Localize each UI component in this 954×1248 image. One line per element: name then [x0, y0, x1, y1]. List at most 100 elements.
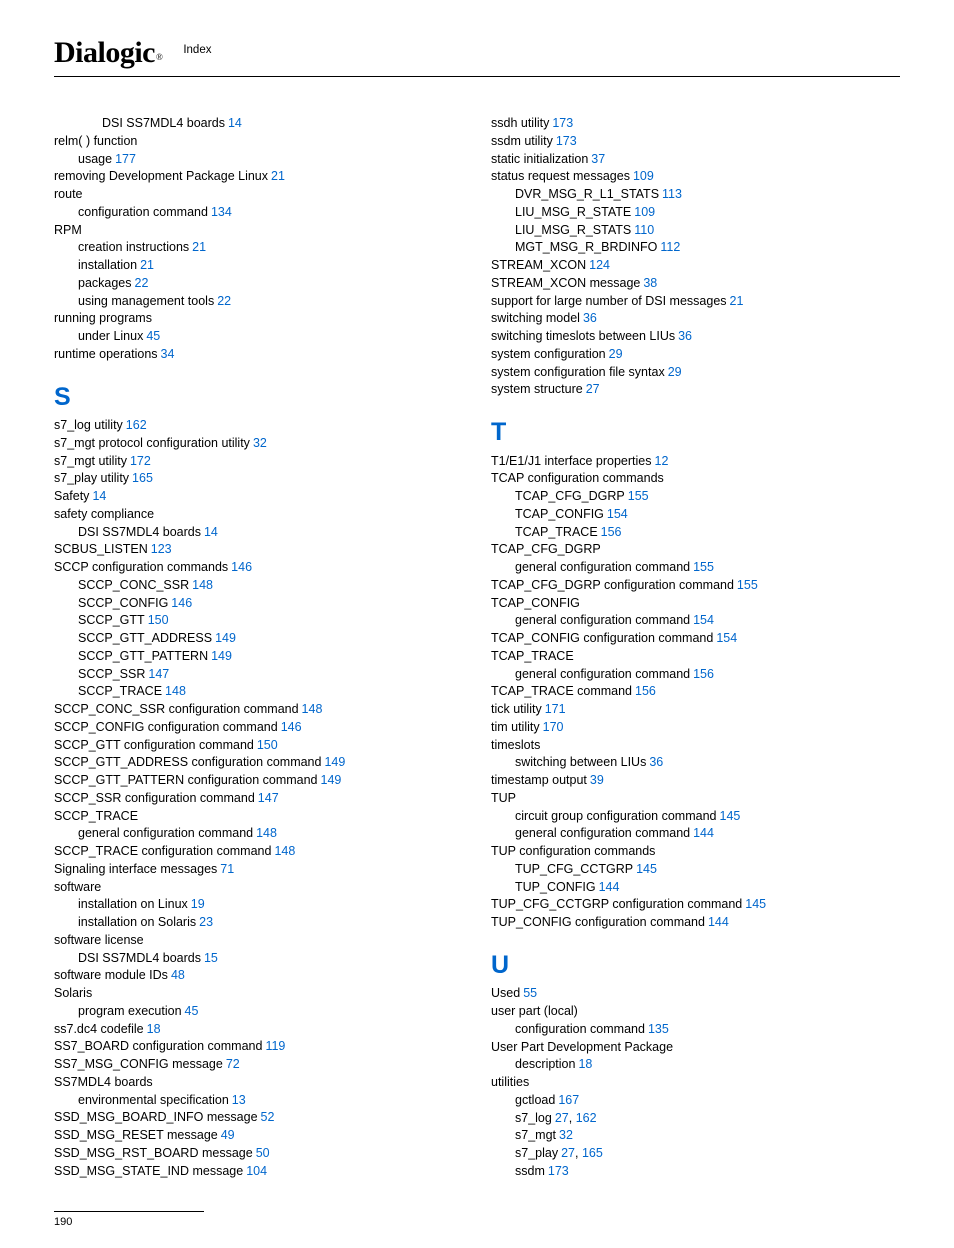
page-ref[interactable]: 148: [302, 702, 323, 716]
page-ref[interactable]: 112: [660, 240, 680, 254]
page-ref[interactable]: 146: [231, 560, 252, 574]
page-ref[interactable]: 167: [558, 1093, 579, 1107]
entry-text: relm( ) function: [54, 134, 137, 148]
page-ref[interactable]: 18: [578, 1057, 592, 1071]
page-ref[interactable]: 124: [589, 258, 610, 272]
page-ref[interactable]: 162: [126, 418, 147, 432]
page-ref[interactable]: 14: [204, 525, 218, 539]
page-ref[interactable]: 39: [590, 773, 604, 787]
page-ref[interactable]: 72: [226, 1057, 240, 1071]
page-ref[interactable]: 110: [634, 223, 654, 237]
page-ref[interactable]: 172: [130, 454, 151, 468]
entry-text: DSI SS7MDL4 boards: [102, 116, 225, 130]
page-ref[interactable]: 37: [591, 152, 605, 166]
entry-text: SSD_MSG_BOARD_INFO message: [54, 1110, 258, 1124]
page-ref[interactable]: 147: [258, 791, 279, 805]
page-ref[interactable]: 147: [148, 667, 169, 681]
page-ref[interactable]: 36: [583, 311, 597, 325]
page-ref[interactable]: 155: [737, 578, 758, 592]
page-ref[interactable]: 109: [634, 205, 655, 219]
page-ref[interactable]: 38: [643, 276, 657, 290]
page-ref[interactable]: 48: [171, 968, 185, 982]
page-ref[interactable]: 145: [745, 897, 766, 911]
page-ref[interactable]: 55: [523, 986, 537, 1000]
page-ref[interactable]: 22: [135, 276, 149, 290]
page-ref[interactable]: 146: [281, 720, 302, 734]
page-ref[interactable]: 21: [271, 169, 285, 183]
page-ref[interactable]: 21: [730, 294, 744, 308]
index-entry: gctload167: [491, 1092, 900, 1110]
page-ref[interactable]: 165: [582, 1146, 603, 1160]
page-ref[interactable]: 49: [221, 1128, 235, 1142]
page-ref[interactable]: 14: [228, 116, 242, 130]
page-ref[interactable]: 29: [609, 347, 623, 361]
page-ref[interactable]: 149: [321, 773, 342, 787]
page-ref[interactable]: 146: [171, 596, 192, 610]
page-ref[interactable]: 32: [253, 436, 267, 450]
page-ref[interactable]: 154: [607, 507, 628, 521]
page-ref[interactable]: 135: [648, 1022, 669, 1036]
page-ref[interactable]: 154: [716, 631, 737, 645]
page-ref[interactable]: 148: [256, 826, 277, 840]
page-ref[interactable]: 156: [635, 684, 656, 698]
page-ref[interactable]: 32: [559, 1128, 573, 1142]
entry-text: TCAP_TRACE: [515, 525, 598, 539]
page-ref[interactable]: 149: [324, 755, 345, 769]
page-ref[interactable]: 145: [720, 809, 741, 823]
page-ref[interactable]: 71: [220, 862, 234, 876]
page-ref[interactable]: 27: [561, 1146, 575, 1160]
page-ref[interactable]: 113: [662, 187, 682, 201]
page-ref[interactable]: 36: [678, 329, 692, 343]
page-ref[interactable]: 19: [191, 897, 205, 911]
page-ref[interactable]: 22: [217, 294, 231, 308]
page-ref[interactable]: 156: [693, 667, 714, 681]
page-ref[interactable]: 144: [599, 880, 620, 894]
page-ref[interactable]: 34: [161, 347, 175, 361]
page-ref[interactable]: 149: [211, 649, 232, 663]
page-ref[interactable]: 18: [147, 1022, 161, 1036]
page-ref[interactable]: 119: [265, 1039, 285, 1053]
page-ref[interactable]: 148: [192, 578, 213, 592]
page-ref[interactable]: 12: [655, 454, 669, 468]
page-ref[interactable]: 150: [257, 738, 278, 752]
page-ref[interactable]: 14: [92, 489, 106, 503]
page-ref[interactable]: 173: [556, 134, 577, 148]
page-ref[interactable]: 13: [232, 1093, 246, 1107]
page-ref[interactable]: 104: [246, 1164, 267, 1178]
page-ref[interactable]: 36: [649, 755, 663, 769]
page-ref[interactable]: 148: [165, 684, 186, 698]
page-ref[interactable]: 155: [693, 560, 714, 574]
page-ref[interactable]: 149: [215, 631, 236, 645]
page-ref[interactable]: 123: [151, 542, 172, 556]
page-ref[interactable]: 27: [586, 382, 600, 396]
page-ref[interactable]: 15: [204, 951, 218, 965]
page-ref[interactable]: 27: [555, 1111, 569, 1125]
page-ref[interactable]: 165: [132, 471, 153, 485]
page-ref[interactable]: 144: [708, 915, 729, 929]
page-ref[interactable]: 170: [543, 720, 564, 734]
page-ref[interactable]: 45: [185, 1004, 199, 1018]
page-ref[interactable]: 23: [199, 915, 213, 929]
page-ref[interactable]: 21: [192, 240, 206, 254]
page-ref[interactable]: 171: [545, 702, 566, 716]
index-entry: DSI SS7MDL4 boards15: [54, 950, 463, 968]
page-ref[interactable]: 154: [693, 613, 714, 627]
page-ref[interactable]: 155: [628, 489, 649, 503]
page-ref[interactable]: 162: [576, 1111, 597, 1125]
page-ref[interactable]: 150: [148, 613, 169, 627]
entry-text: general configuration command: [515, 826, 690, 840]
page-ref[interactable]: 109: [633, 169, 654, 183]
page-ref[interactable]: 148: [274, 844, 295, 858]
page-ref[interactable]: 52: [261, 1110, 275, 1124]
page-ref[interactable]: 173: [548, 1164, 569, 1178]
page-ref[interactable]: 156: [601, 525, 622, 539]
page-ref[interactable]: 177: [115, 152, 136, 166]
page-ref[interactable]: 45: [146, 329, 160, 343]
page-ref[interactable]: 173: [552, 116, 573, 130]
page-ref[interactable]: 29: [668, 365, 682, 379]
page-ref[interactable]: 145: [636, 862, 657, 876]
page-ref[interactable]: 50: [256, 1146, 270, 1160]
page-ref[interactable]: 21: [140, 258, 154, 272]
page-ref[interactable]: 134: [211, 205, 232, 219]
page-ref[interactable]: 144: [693, 826, 714, 840]
